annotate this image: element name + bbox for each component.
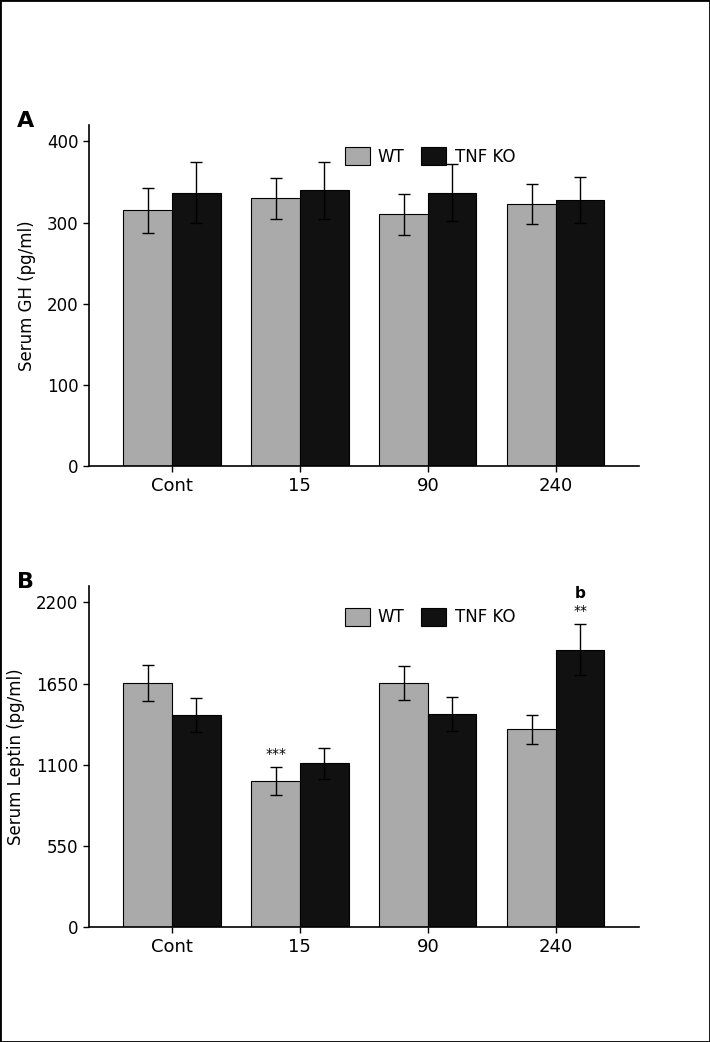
Legend: WT, TNF KO: WT, TNF KO bbox=[338, 141, 522, 172]
Bar bbox=[172, 715, 221, 927]
Bar bbox=[251, 198, 300, 467]
Bar bbox=[300, 190, 349, 467]
Legend: WT, TNF KO: WT, TNF KO bbox=[338, 601, 522, 634]
Bar bbox=[428, 714, 476, 927]
Text: ***: *** bbox=[265, 747, 286, 761]
Bar bbox=[124, 683, 172, 927]
Bar bbox=[379, 215, 428, 467]
Y-axis label: Serum Leptin (pg/ml): Serum Leptin (pg/ml) bbox=[7, 668, 25, 845]
Bar bbox=[507, 729, 556, 927]
Bar bbox=[300, 764, 349, 927]
Bar bbox=[428, 193, 476, 467]
Bar bbox=[124, 210, 172, 467]
Bar bbox=[172, 193, 221, 467]
Text: A: A bbox=[17, 111, 35, 131]
Text: b: b bbox=[574, 587, 586, 601]
Text: B: B bbox=[17, 572, 34, 592]
Text: **: ** bbox=[573, 603, 587, 618]
Bar bbox=[556, 200, 604, 467]
Y-axis label: Serum GH (pg/ml): Serum GH (pg/ml) bbox=[18, 221, 36, 371]
Bar bbox=[556, 649, 604, 927]
Bar bbox=[251, 782, 300, 927]
Bar bbox=[379, 683, 428, 927]
Bar bbox=[507, 204, 556, 467]
